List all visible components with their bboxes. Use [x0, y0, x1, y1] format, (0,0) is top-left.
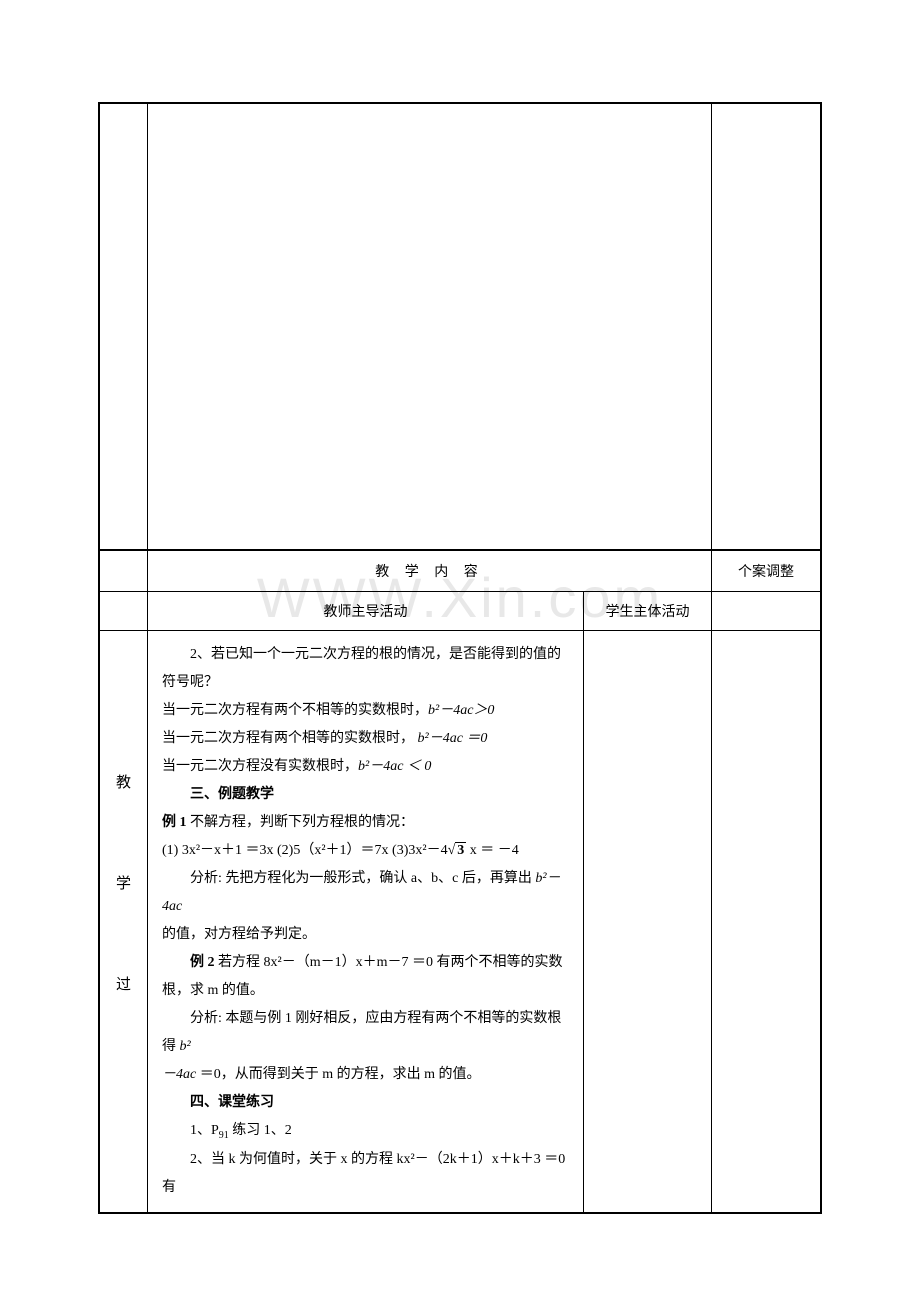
condition-line-1: 当一元二次方程有两个不相等的实数根时，b²－4ac＞0: [162, 697, 569, 725]
side-label-column: 教 学 过: [100, 631, 148, 1212]
blank-cell-middle: [148, 104, 712, 549]
header-row: 教 学 内 容 个案调整: [100, 551, 820, 592]
header-left-empty: [100, 551, 148, 591]
condition-line-2: 当一元二次方程有两个相等的实数根时， b²－4ac ＝0: [162, 725, 569, 753]
practice-1: 1、P91 练习 1、2: [162, 1117, 569, 1146]
adjust-column: [712, 631, 820, 1212]
blank-cell-right: [712, 104, 820, 549]
example-1-line: 例 1 不解方程，判断下列方程根的情况：: [162, 809, 569, 837]
student-column: [584, 631, 712, 1212]
example-1-analysis-end: 的值，对方程给予判定。: [162, 921, 569, 949]
lesson-table: 教 学 内 容 个案调整 教师主导活动 学生主体活动 教 学 过 2、若已知一个…: [98, 102, 822, 1214]
content-title: 教 学 内 容: [148, 551, 712, 591]
main-content: 2、若已知一个一元二次方程的根的情况，是否能得到的值的符号呢？ 当一元二次方程有…: [148, 631, 584, 1212]
example-1-analysis: 分析: 先把方程化为一般形式，确认 a、b、c 后，再算出 b²－4ac: [162, 865, 569, 921]
side-char-3: 过: [116, 973, 131, 994]
condition-line-3: 当一元二次方程没有实数根时，b²－4ac ＜ 0: [162, 753, 569, 781]
section-3-title: 三、例题教学: [162, 781, 569, 809]
example-2-analysis-cont: －4ac ＝0，从而得到关于 m 的方程，求出 m 的值。: [162, 1061, 569, 1089]
subheader-row: 教师主导活动 学生主体活动: [100, 592, 820, 631]
question-2: 2、若已知一个一元二次方程的根的情况，是否能得到的值的符号呢？: [162, 641, 569, 697]
student-activity-header: 学生主体活动: [584, 592, 712, 630]
content-row: 教 学 过 2、若已知一个一元二次方程的根的情况，是否能得到的值的符号呢？ 当一…: [100, 631, 820, 1212]
example-1-equations: (1) 3x²－x＋1 ＝3x (2)5（x²＋1）＝7x (3)3x²－4√3…: [162, 837, 569, 865]
side-char-1: 教: [116, 771, 131, 792]
side-char-2: 学: [116, 872, 131, 893]
adjust-header: 个案调整: [712, 551, 820, 591]
blank-cell-left: [100, 104, 148, 549]
example-2-analysis: 分析: 本题与例 1 刚好相反，应由方程有两个不相等的实数根得 b²: [162, 1005, 569, 1061]
subheader-left-empty: [100, 592, 148, 630]
blank-top-row: [100, 104, 820, 551]
section-4-title: 四、课堂练习: [162, 1089, 569, 1117]
practice-2: 2、当 k 为何值时，关于 x 的方程 kx²－（2k＋1）x＋k＋3 ＝0 有: [162, 1146, 569, 1202]
teacher-activity-header: 教师主导活动: [148, 592, 584, 630]
subheader-right-empty: [712, 592, 820, 630]
example-2-line: 例 2 若方程 8x²－（m－1）x＋m－7 ＝0 有两个不相等的实数根，求 m…: [162, 949, 569, 1005]
